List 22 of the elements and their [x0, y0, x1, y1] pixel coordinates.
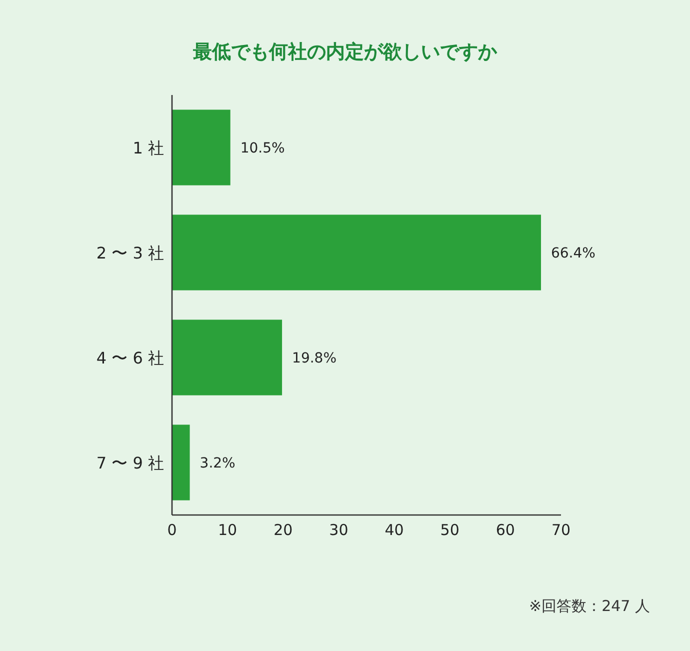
y-tick-label: 4 〜 6 社	[96, 348, 164, 368]
x-tick-label: 70	[551, 521, 571, 539]
chart-title: 最低でも何社の内定が欲しいですか	[192, 41, 498, 63]
x-tick-label: 0	[167, 521, 177, 539]
x-tick-label: 20	[274, 521, 293, 539]
x-tick-label: 10	[218, 521, 238, 539]
bar	[172, 320, 282, 396]
data-label: 19.8%	[292, 350, 337, 366]
y-tick-label: 7 〜 9 社	[96, 454, 164, 472]
x-tick-label: 50	[440, 521, 460, 539]
x-tick-label: 40	[384, 521, 404, 539]
text: ※回答数：247 人	[529, 597, 650, 615]
bar	[172, 424, 190, 500]
bar	[172, 214, 541, 290]
bar	[172, 110, 230, 186]
y-tick-label: 1 社	[132, 138, 164, 158]
y-tick-label: 2 〜 3 社	[96, 244, 164, 262]
data-label: 66.4%	[550, 246, 596, 262]
x-tick-label: 60	[496, 521, 515, 539]
data-label: 10.5%	[240, 140, 285, 156]
data-label: 3.2%	[200, 456, 236, 472]
x-tick-label: 30	[329, 521, 348, 539]
